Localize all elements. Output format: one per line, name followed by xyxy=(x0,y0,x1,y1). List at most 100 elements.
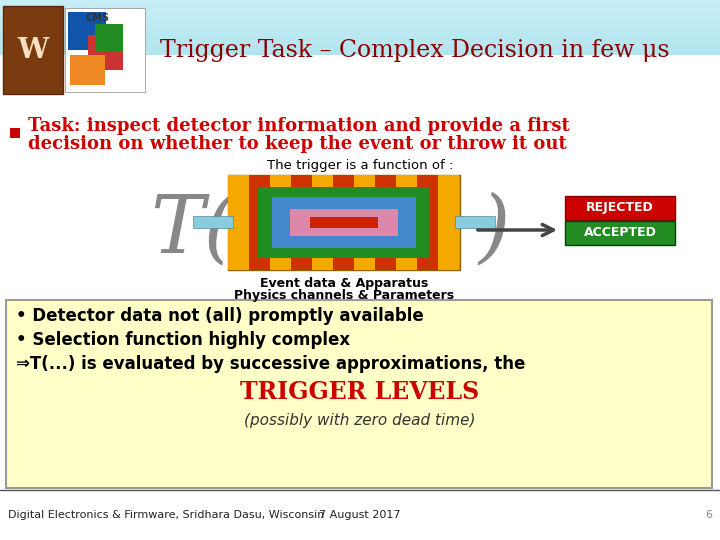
Bar xyxy=(0,61,720,62)
Text: Task: inspect detector information and provide a first: Task: inspect detector information and p… xyxy=(28,117,570,135)
Bar xyxy=(455,216,495,228)
Text: decision on whether to keep the event or throw it out: decision on whether to keep the event or… xyxy=(28,135,567,153)
Bar xyxy=(0,59,720,60)
Bar xyxy=(0,1,720,2)
Bar xyxy=(0,43,720,44)
Bar xyxy=(0,73,720,74)
Bar xyxy=(270,175,291,270)
Bar xyxy=(0,24,720,25)
Bar xyxy=(0,55,720,56)
Bar xyxy=(290,209,398,236)
Bar xyxy=(0,88,720,89)
Text: W: W xyxy=(17,37,49,64)
Bar xyxy=(0,97,720,98)
Bar xyxy=(0,90,720,91)
Bar xyxy=(0,69,720,70)
Bar xyxy=(0,7,720,8)
Bar xyxy=(0,54,720,55)
Bar xyxy=(0,83,720,84)
Text: Digital Electronics & Firmware, Sridhara Dasu, Wisconsin: Digital Electronics & Firmware, Sridhara… xyxy=(8,510,325,520)
Bar xyxy=(0,25,720,26)
Bar xyxy=(0,100,720,101)
Bar xyxy=(0,77,720,78)
Bar xyxy=(0,60,720,61)
Bar xyxy=(0,0,720,1)
Bar xyxy=(0,95,720,96)
Bar xyxy=(0,104,720,105)
Bar xyxy=(565,221,675,245)
Text: • Detector data not (all) promptly available: • Detector data not (all) promptly avail… xyxy=(16,307,424,325)
Bar xyxy=(0,27,720,28)
Text: Trigger Task – Complex Decision in few μs: Trigger Task – Complex Decision in few μ… xyxy=(160,38,670,62)
Bar xyxy=(0,11,720,12)
Text: ⇒T(...) is evaluated by successive approximations, the: ⇒T(...) is evaluated by successive appro… xyxy=(16,355,526,373)
Bar xyxy=(417,175,438,270)
Bar xyxy=(0,45,720,46)
Bar xyxy=(0,99,720,100)
Bar xyxy=(228,175,460,270)
Text: CMS: CMS xyxy=(86,13,110,23)
Bar xyxy=(0,36,720,37)
Bar xyxy=(0,58,720,59)
Bar xyxy=(0,3,720,4)
Bar xyxy=(0,39,720,40)
Bar xyxy=(0,87,720,88)
Bar xyxy=(0,93,720,94)
Bar xyxy=(0,22,720,23)
Bar xyxy=(0,42,720,43)
Text: REJECTED: REJECTED xyxy=(586,201,654,214)
Bar xyxy=(0,91,720,92)
Text: T(: T( xyxy=(150,191,235,269)
Bar xyxy=(0,31,720,32)
Bar xyxy=(0,6,720,7)
Text: TRIGGER LEVELS: TRIGGER LEVELS xyxy=(240,380,480,404)
Bar xyxy=(0,79,720,80)
Bar xyxy=(258,187,430,258)
Bar xyxy=(65,8,145,92)
Bar xyxy=(0,57,720,58)
Bar xyxy=(0,20,720,21)
Bar xyxy=(0,19,720,20)
Bar xyxy=(0,74,720,75)
Bar xyxy=(95,24,123,52)
Bar xyxy=(396,175,417,270)
Bar xyxy=(0,490,720,540)
Bar xyxy=(333,175,354,270)
Bar xyxy=(0,85,720,86)
Bar xyxy=(0,48,720,49)
Bar xyxy=(0,72,720,73)
Bar xyxy=(0,80,720,81)
Bar xyxy=(0,37,720,38)
Bar xyxy=(354,175,375,270)
Bar xyxy=(0,26,720,27)
Bar xyxy=(0,47,720,48)
Text: ): ) xyxy=(478,191,509,269)
Bar xyxy=(0,35,720,36)
Bar xyxy=(88,35,123,70)
Bar xyxy=(0,12,720,13)
Bar xyxy=(0,71,720,72)
Bar xyxy=(0,23,720,24)
Bar xyxy=(0,63,720,64)
Bar xyxy=(70,55,105,85)
Bar xyxy=(6,300,712,488)
Bar xyxy=(0,33,720,34)
Bar xyxy=(0,50,720,51)
Bar xyxy=(0,21,720,22)
Bar xyxy=(0,81,720,82)
Bar xyxy=(0,70,720,71)
Bar xyxy=(0,78,720,79)
Bar xyxy=(0,2,720,3)
Bar xyxy=(310,217,378,228)
Bar xyxy=(68,12,106,50)
Bar xyxy=(375,175,396,270)
Bar xyxy=(0,32,720,33)
Bar xyxy=(312,175,333,270)
Bar xyxy=(0,86,720,87)
Bar xyxy=(0,30,720,31)
Bar xyxy=(0,51,720,52)
Bar xyxy=(0,98,720,99)
Text: ACCEPTED: ACCEPTED xyxy=(584,226,657,240)
Bar xyxy=(0,56,720,57)
Bar xyxy=(0,28,720,29)
